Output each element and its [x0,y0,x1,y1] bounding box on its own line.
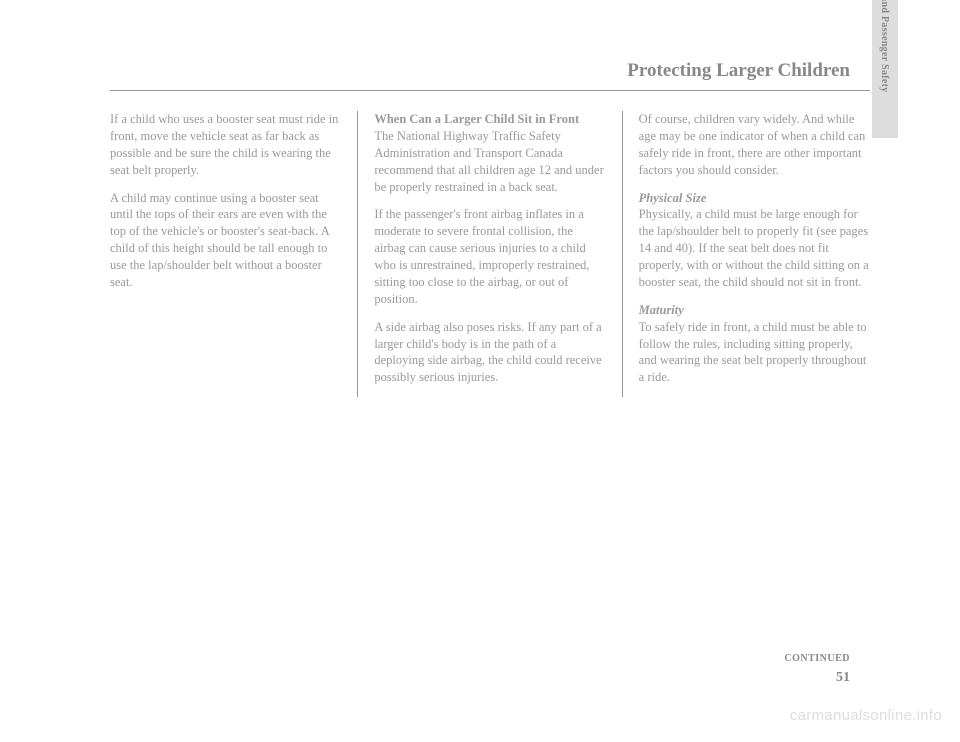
column-2: When Can a Larger Child Sit in Front The … [358,111,621,397]
subheading: When Can a Larger Child Sit in Front [374,112,579,126]
italic-subheading: Physical Size [639,191,707,205]
body-text: To safely ride in front, a child must be… [639,320,867,385]
side-tab: Driver and Passenger Safety [872,0,898,138]
column-1: If a child who uses a booster seat must … [110,111,357,397]
section-title: Protecting Larger Children [110,60,870,82]
horizontal-rule [110,90,870,91]
body-text: A side airbag also poses risks. If any p… [374,319,605,387]
page-number: 51 [836,670,850,686]
body-text: Of course, children vary widely. And whi… [639,111,870,179]
manual-page: Protecting Larger Children If a child wh… [0,0,960,742]
continued-label: CONTINUED [784,653,850,664]
watermark: carmanualsonline.info [790,707,942,724]
body-text: Physical Size Physically, a child must be… [639,190,870,291]
side-tab-label: Driver and Passenger Safety [880,0,891,93]
body-text: The National Highway Traffic Safety Admi… [374,129,603,194]
columns-container: If a child who uses a booster seat must … [110,111,870,397]
column-3: Of course, children vary widely. And whi… [623,111,870,397]
body-text: If a child who uses a booster seat must … [110,111,341,179]
body-text: If the passenger's front airbag inflates… [374,206,605,307]
body-text: A child may continue using a booster sea… [110,190,341,291]
body-text: Maturity To safely ride in front, a child… [639,302,870,386]
body-text: When Can a Larger Child Sit in Front The … [374,111,605,195]
body-text: Physically, a child must be large enough… [639,207,869,289]
italic-subheading: Maturity [639,303,684,317]
